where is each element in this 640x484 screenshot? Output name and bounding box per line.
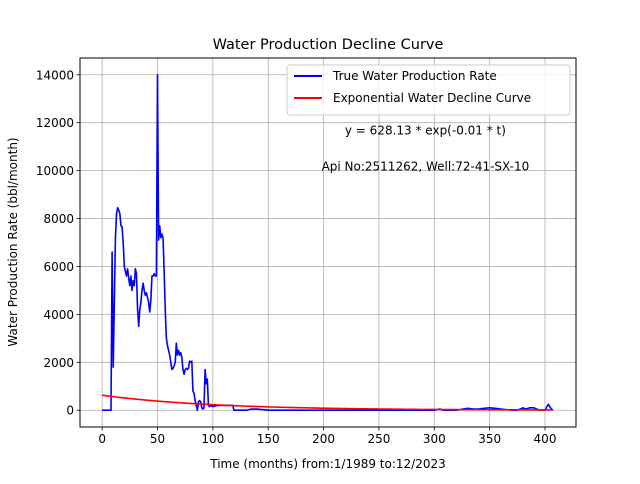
legend-box: [286, 64, 571, 116]
y-tick-label: 6000: [43, 260, 74, 274]
x-axis-label: Time (months) from:1/1989 to:12/2023: [209, 457, 446, 471]
x-tick-label: 200: [312, 432, 335, 446]
equation-annotation: y = 628.13 * exp(-0.01 * t): [345, 124, 506, 138]
x-tick-label: 50: [150, 432, 165, 446]
y-tick-label: 2000: [43, 356, 74, 370]
legend: True Water Production Rate Exponential W…: [286, 64, 571, 116]
legend-label-true-rate: True Water Production Rate: [332, 69, 497, 83]
y-tick-label: 10000: [36, 164, 74, 178]
y-tick-label: 12000: [36, 116, 74, 130]
x-tick-label: 300: [423, 432, 446, 446]
y-tick-label: 14000: [36, 68, 74, 82]
plot-frame: [79, 57, 577, 428]
axis-ticks: 0 50 100 150 200 250 300 350 4000200040006000800…: [36, 68, 557, 446]
y-tick-label: 8000: [43, 212, 74, 226]
x-tick-label: 0: [98, 432, 106, 446]
x-tick-label: 150: [257, 432, 280, 446]
x-tick-label: 400: [534, 432, 557, 446]
exponential-decline-curve-line: [102, 394, 552, 411]
x-tick-label: 250: [367, 432, 390, 446]
well-info-annotation: Api No:2511262, Well:72-41-SX-10: [322, 160, 530, 174]
y-tick-label: 4000: [43, 308, 74, 322]
legend-label-exponential-curve: Exponential Water Decline Curve: [333, 91, 531, 105]
x-tick-label: 350: [478, 432, 501, 446]
y-axis-label: Water Production Rate (bbl/month): [6, 137, 20, 346]
chart-title: Water Production Decline Curve: [213, 37, 444, 53]
y-tick-label: 0: [66, 404, 74, 418]
x-tick-label: 100: [201, 432, 224, 446]
series-group: [102, 73, 554, 412]
